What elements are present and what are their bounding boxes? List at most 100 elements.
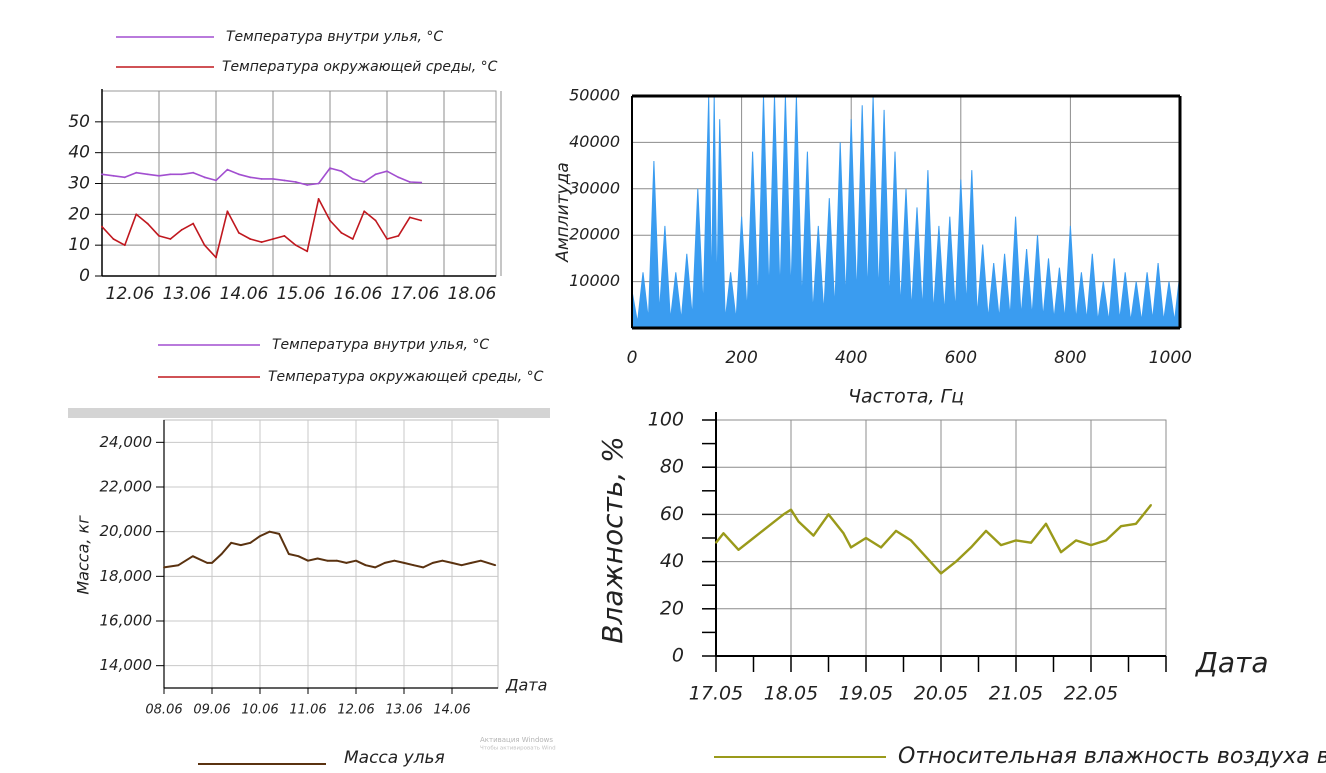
series-line-temp-outside-point: [294, 244, 297, 247]
series-line-humidity-point: [827, 513, 830, 516]
series-line-humidity-point: [715, 541, 717, 544]
series-line-mass-point: [326, 559, 329, 562]
series-line-temp-outside-point: [146, 222, 149, 225]
y-tick-label: 20: [660, 597, 684, 619]
series-line-temp-inside-point: [260, 177, 263, 180]
series-line-temp-outside-point: [192, 222, 195, 225]
x-tick-label: 14.06: [433, 703, 470, 718]
series-line-mass-point: [460, 564, 463, 567]
legend-label-temp-inside: Температура внутри улья, °С: [226, 29, 443, 45]
series-line-temp-inside-point: [249, 176, 252, 179]
series-line-temp-inside-point: [192, 171, 195, 174]
y-tick-label: 40: [660, 550, 684, 572]
x-tick-label: 21.05: [989, 683, 1043, 705]
series-line-temp-outside-point: [306, 250, 309, 253]
series-line-mass-point: [422, 566, 425, 569]
series-line-temp-outside-point: [112, 238, 115, 240]
series-line-temp-outside-point: [397, 235, 400, 237]
series-line-temp-outside-point: [374, 219, 377, 222]
series-line-temp-outside-point: [249, 238, 252, 240]
series-line-mass-point: [403, 562, 405, 564]
series-line-temp-outside-point: [135, 213, 138, 216]
series-line-temp-outside-point: [180, 228, 183, 231]
plot-area: [163, 419, 499, 689]
x-tick-label: 17.05: [689, 683, 743, 705]
series-line-mass-point: [494, 564, 497, 567]
series-line-mass-point: [393, 559, 396, 562]
series-line-temp-outside-point: [272, 238, 274, 240]
series-line-humidity-point: [865, 537, 867, 539]
series-line-mass-point: [268, 530, 271, 533]
series-line-humidity-point: [797, 520, 800, 523]
series-line-humidity-point: [1150, 504, 1152, 506]
x-axis-label: Дата: [505, 676, 547, 695]
series-line-humidity-point: [985, 530, 987, 532]
series-line-humidity-point: [1075, 539, 1077, 542]
series-line-temp-inside-point: [215, 179, 217, 182]
series-line-temp-inside-point: [374, 173, 377, 176]
series-line-temp-outside-point: [363, 210, 366, 213]
temperature-chart: 0 10 20 30 40 50 12.06 13.06 14.06 15.06 16.06 17.0…: [68, 89, 502, 304]
series-line-temp-outside-point: [158, 235, 160, 237]
series-line-humidity-point: [1135, 522, 1137, 525]
y-tick-label: 10: [68, 235, 90, 255]
series-line-temp-inside-point: [317, 182, 320, 185]
series-line-temp-outside-point: [386, 238, 388, 240]
series-line-humidity-point: [790, 508, 792, 511]
x-tick-label: 17.06: [391, 284, 440, 304]
series-line-mass-point: [431, 562, 434, 564]
series-line-mass-point: [278, 533, 281, 535]
series-line-mass-point: [316, 557, 319, 560]
x-tick-label: 16.06: [334, 284, 383, 304]
series-line-temp-inside-point: [306, 184, 309, 186]
series-line-humidity-point: [782, 513, 785, 516]
series-line-mass-point: [177, 564, 180, 567]
y-tick-label: 50: [68, 112, 90, 132]
series-line-temp-inside-point: [180, 173, 183, 176]
series-line-humidity-point: [1090, 544, 1092, 546]
series-line-humidity-point: [812, 534, 815, 537]
series-line-temp-inside-point: [237, 173, 240, 176]
y-tick-label: 16,000: [100, 612, 153, 630]
series-line-mass-point: [287, 553, 290, 555]
series-line-mass-point: [374, 566, 377, 569]
x-tick-label: 600: [945, 348, 977, 368]
x-tick-label: 20.05: [914, 683, 968, 705]
y-tick-label: 14,000: [100, 656, 153, 674]
series-line-humidity-point: [850, 546, 852, 549]
series-line-temp-outside-point: [226, 210, 229, 213]
x-tick-label: 19.05: [839, 683, 893, 705]
series-line-mass-point: [345, 562, 348, 564]
series-line-temp-inside-point: [112, 174, 115, 177]
series-line-mass-point: [259, 535, 261, 538]
x-tick-label: 14.06: [220, 284, 269, 304]
x-axis-label: Дата: [1194, 646, 1269, 679]
x-tick-label: 18.05: [764, 683, 818, 705]
series-line-temp-outside-point: [408, 216, 411, 219]
series-line-temp-inside: [101, 167, 422, 186]
series-line-temp-inside-point: [169, 173, 172, 176]
x-tick-label: 0: [627, 348, 638, 368]
series-line-temp-outside-point: [169, 238, 172, 240]
series-line-mass-point: [230, 541, 233, 544]
legend-label-mass: Масса улья: [344, 748, 445, 768]
series-line-temp-inside-point: [203, 176, 206, 179]
series-line-mass-point: [451, 562, 453, 564]
humidity-legend: Относительная влажность воздуха в улье: [714, 744, 1326, 769]
series-line-temp-outside-point: [329, 219, 331, 222]
legend-label-temp-inside-2: Температура внутри улья, °С: [272, 337, 489, 353]
series-line-humidity-point: [970, 546, 972, 549]
y-tick-label: 20,000: [100, 522, 153, 540]
series-line-mass-point: [470, 562, 473, 564]
window-strip: [68, 408, 550, 418]
y-tick-label: 20: [68, 204, 90, 224]
series-line-mass-point: [249, 541, 252, 544]
spectrum-chart: 10000 20000 30000 40000 50000 0 200 400 600 800 10…: [553, 86, 1192, 408]
legend-label-humidity: Относительная влажность воздуха в улье: [898, 744, 1326, 769]
series-line-temp-inside-point: [408, 181, 411, 183]
series-line-humidity-point: [1120, 525, 1122, 528]
y-tick-label: 40000: [569, 132, 620, 151]
humidity-chart: 0 20 40 60 80 100 17.05 18.05 19.05 20.05 21.05 22.…: [596, 409, 1269, 705]
series-line-temp-inside-point: [135, 171, 138, 174]
series-line-temp-outside-point: [237, 231, 240, 234]
